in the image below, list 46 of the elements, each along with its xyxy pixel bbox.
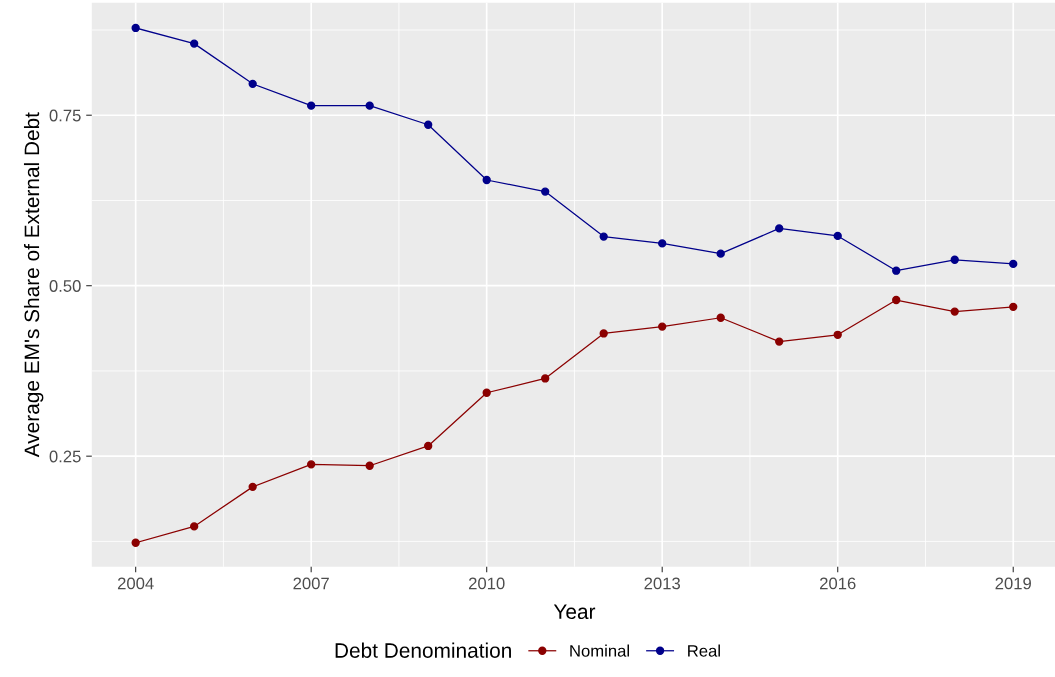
- point: [1009, 259, 1018, 269]
- point: [307, 101, 316, 110]
- point: [131, 23, 140, 33]
- point: [599, 329, 608, 338]
- point: [892, 266, 901, 275]
- point: [833, 231, 842, 241]
- point: [775, 224, 784, 233]
- point: [248, 482, 257, 492]
- x-tick-label: 2007: [293, 577, 329, 590]
- point: [833, 330, 842, 339]
- point: [131, 538, 140, 547]
- y-tick-label: 0.25: [49, 450, 81, 463]
- point: [248, 79, 257, 89]
- legend-label: Real: [688, 644, 720, 657]
- point: [541, 374, 550, 383]
- point: [658, 322, 667, 331]
- x-tick-label: 2004: [117, 577, 154, 590]
- x-tick-label: 2010: [468, 577, 505, 590]
- point: [424, 120, 433, 129]
- x-tick-label: 2019: [995, 577, 1031, 590]
- point: [482, 388, 491, 397]
- point: [658, 239, 667, 248]
- legend-label: Nominal: [570, 644, 629, 657]
- x-tick-label: 2016: [820, 577, 856, 590]
- point: [950, 307, 959, 316]
- x-tick-label: 2013: [644, 577, 681, 590]
- point: [365, 461, 374, 470]
- y-tick-label: 0.50: [49, 280, 81, 292]
- point: [716, 313, 725, 322]
- y-axis-title: Average EM's Share of External Debt: [23, 112, 44, 458]
- legend-title: Debt Denomination: [335, 642, 511, 658]
- x-axis-title: Year: [553, 604, 596, 620]
- point: [482, 175, 491, 185]
- point: [892, 295, 901, 305]
- point: [599, 232, 608, 241]
- point: [190, 522, 199, 531]
- point: [365, 101, 374, 110]
- point: [307, 460, 316, 469]
- point: [716, 249, 725, 258]
- point: [190, 39, 199, 48]
- point: [1009, 302, 1018, 312]
- point: [950, 255, 959, 264]
- point: [775, 337, 784, 346]
- y-tick-label: 0.75: [49, 109, 81, 122]
- point: [424, 441, 433, 451]
- point: [541, 187, 550, 196]
